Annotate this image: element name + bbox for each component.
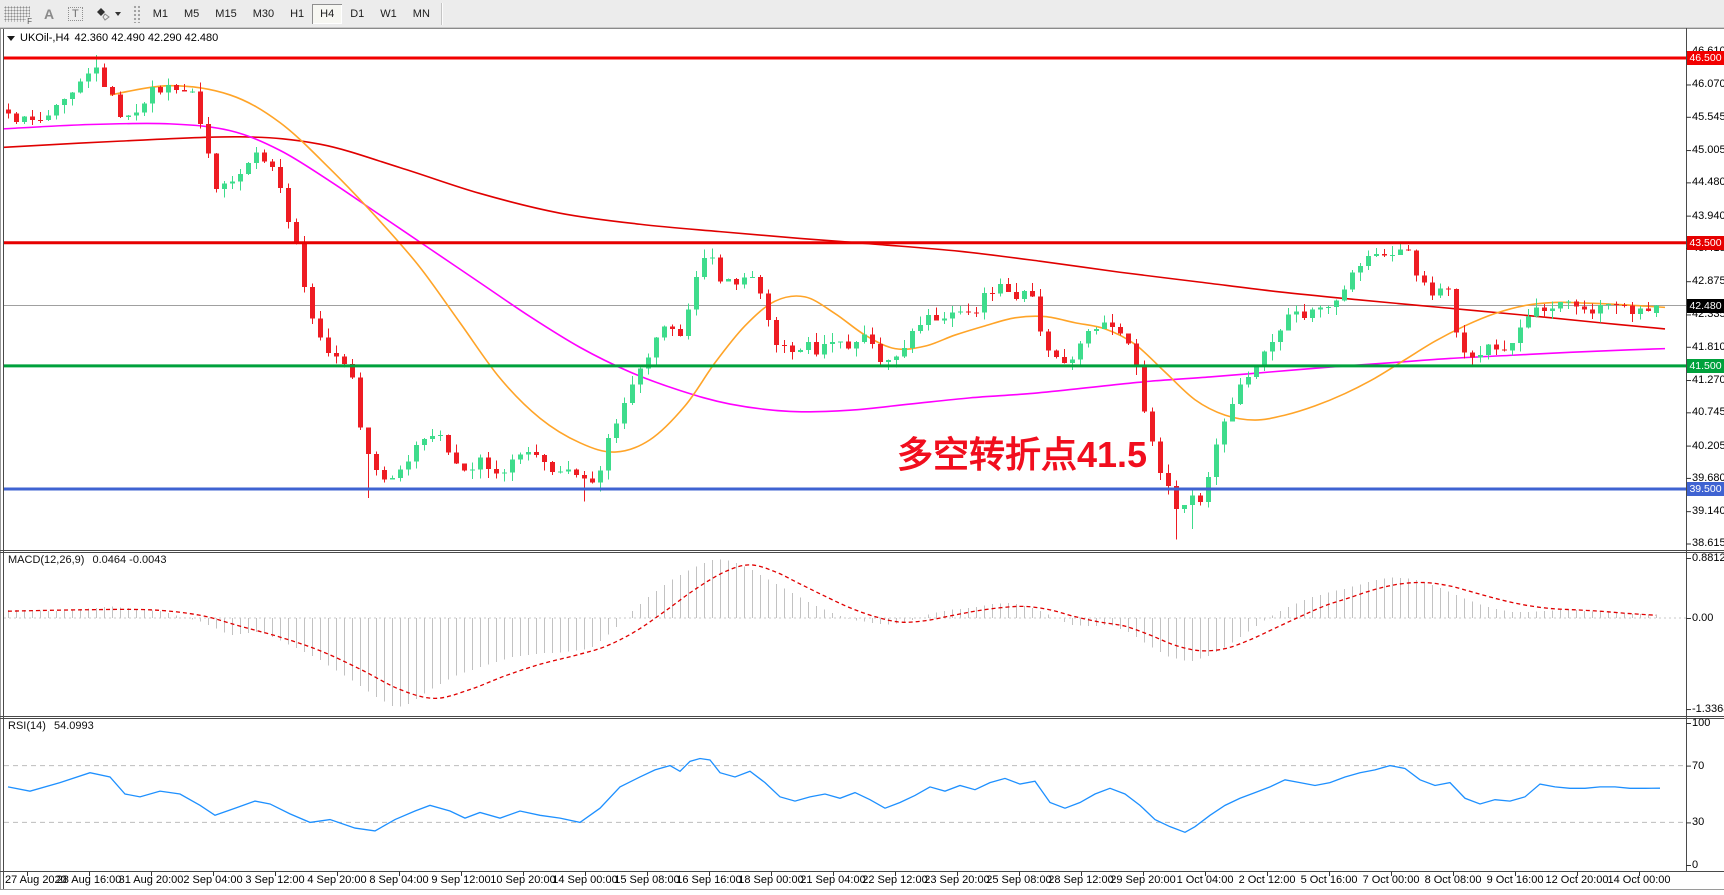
current-price-badge: 42.480 <box>1687 298 1724 313</box>
date-label: 7 Oct 00:00 <box>1362 874 1420 886</box>
date-label: 14 Oct 00:00 <box>1607 874 1671 886</box>
rsi-tick-label: 100 <box>1692 717 1711 729</box>
arrows-tool-button[interactable] <box>93 3 123 24</box>
date-label: 3 Sep 12:00 <box>245 874 305 886</box>
date-label: 29 Sep 20:00 <box>1110 874 1176 886</box>
timeframe-m1[interactable]: M1 <box>152 7 169 20</box>
symbol-dropdown-icon[interactable] <box>7 35 15 41</box>
toolbar-separator <box>440 2 442 25</box>
timeframe-h4[interactable]: H4 <box>312 3 343 24</box>
timeframe-button-group: M1 M5 M15 M30 H1 H4 D1 W1 MN <box>145 3 438 24</box>
price-badge-46.500: 46.500 <box>1687 51 1724 65</box>
macd-values: 0.0464 -0.0043 <box>92 554 167 566</box>
price-tick-label: 40.745 <box>1692 406 1724 419</box>
date-label: 8 Oct 08:00 <box>1424 874 1482 886</box>
date-label: 25 Sep 08:00 <box>986 874 1052 886</box>
price-tick-label: 44.480 <box>1692 176 1724 189</box>
macd-tick-label: 0.8812 <box>1692 551 1724 564</box>
rsi-label: RSI(14) 54.0993 <box>8 720 99 732</box>
price-tick-label: 41.270 <box>1692 374 1724 387</box>
date-label: 9 Sep 12:00 <box>431 874 491 886</box>
rsi-tick-label: 0 <box>1692 859 1699 871</box>
date-label: 31 Aug 20:00 <box>118 874 184 886</box>
rsi-tick-label: 30 <box>1692 816 1705 829</box>
price-tick-label: 39.140 <box>1692 505 1724 518</box>
price-tick-label: 45.545 <box>1692 110 1724 123</box>
date-label: 18 Sep 00:00 <box>738 874 804 886</box>
toolbar: F A T M1 M5 M15 M30 H1 H4 D1 W1 MN <box>0 0 1724 28</box>
date-label: 16 Sep 16:00 <box>676 874 742 886</box>
timeframe-mn[interactable]: MN <box>412 7 430 20</box>
text-label-tool-button[interactable]: A <box>36 3 62 24</box>
timeframe-h1[interactable]: H1 <box>290 7 305 20</box>
date-label: 2 Oct 12:00 <box>1238 874 1296 886</box>
date-label: 15 Sep 08:00 <box>614 874 680 886</box>
rsi-tick-label: 70 <box>1692 759 1705 772</box>
price-tick-label: 40.205 <box>1692 439 1724 452</box>
date-label: 5 Oct 16:00 <box>1300 874 1358 886</box>
macd-tick-label: -1.3368 <box>1692 703 1724 716</box>
symbol-ohlc: 42.360 42.490 42.290 42.480 <box>74 32 219 44</box>
date-label: 27 Aug 2020 <box>5 874 67 886</box>
timeframe-m5[interactable]: M5 <box>184 7 200 20</box>
date-label: 1 Oct 04:00 <box>1176 874 1234 886</box>
symbol-name: UKOil-,H4 <box>20 32 70 44</box>
rsi-value: 54.0993 <box>53 720 94 732</box>
macd-label: MACD(12,26,9) 0.0464 -0.0043 <box>8 554 172 566</box>
macd-name: MACD(12,26,9) <box>8 554 85 566</box>
date-label: 10 Sep 20:00 <box>490 874 556 886</box>
price-tick-label: 46.070 <box>1692 78 1724 91</box>
template-grid-icon[interactable]: F <box>4 5 32 26</box>
grid-f-label: F <box>26 16 32 26</box>
timeframe-m15[interactable]: M15 <box>215 7 237 20</box>
price-badge-39.500: 39.500 <box>1687 481 1724 496</box>
price-badge-43.500: 43.500 <box>1687 235 1724 250</box>
text-label-icon: A <box>43 5 55 22</box>
date-label: 14 Sep 00:00 <box>552 874 618 886</box>
date-label: 9 Oct 16:00 <box>1486 874 1544 886</box>
price-badge-41.500: 41.500 <box>1687 358 1724 373</box>
date-label: 22 Sep 12:00 <box>862 874 928 886</box>
price-tick-label: 45.005 <box>1692 144 1724 157</box>
price-tick-label: 38.615 <box>1692 537 1724 550</box>
toolbar-grip[interactable] <box>131 4 140 23</box>
arrows-icon <box>96 7 110 21</box>
timeframe-w1[interactable]: W1 <box>380 7 397 20</box>
timeframe-m30[interactable]: M30 <box>252 7 275 20</box>
date-label: 8 Sep 04:00 <box>369 874 429 886</box>
timeframe-d1[interactable]: D1 <box>350 7 365 20</box>
text-box-icon: T <box>68 6 83 21</box>
date-label: 28 Aug 16:00 <box>56 874 122 886</box>
rsi-name: RSI(14) <box>8 720 46 732</box>
macd-tick-label: 0.00 <box>1692 612 1714 624</box>
date-label: 12 Oct 20:00 <box>1545 874 1609 886</box>
text-box-tool-button[interactable]: T <box>62 3 89 24</box>
date-label: 2 Sep 04:00 <box>183 874 243 886</box>
price-tick-label: 42.875 <box>1692 275 1724 288</box>
price-tick-label: 39.680 <box>1692 471 1724 484</box>
price-tick-label: 43.940 <box>1692 209 1724 222</box>
date-label: 21 Sep 04:00 <box>800 874 866 886</box>
price-tick-label: 41.810 <box>1692 340 1724 353</box>
symbol-title: UKOil-,H4 42.360 42.490 42.290 42.480 <box>7 32 223 44</box>
date-label: 28 Sep 12:00 <box>1048 874 1114 886</box>
date-label: 23 Sep 20:00 <box>924 874 990 886</box>
dropdown-caret-icon <box>114 11 121 16</box>
date-label: 4 Sep 20:00 <box>307 874 367 886</box>
annotation-text[interactable]: 多空转折点41.5 <box>897 434 1148 475</box>
